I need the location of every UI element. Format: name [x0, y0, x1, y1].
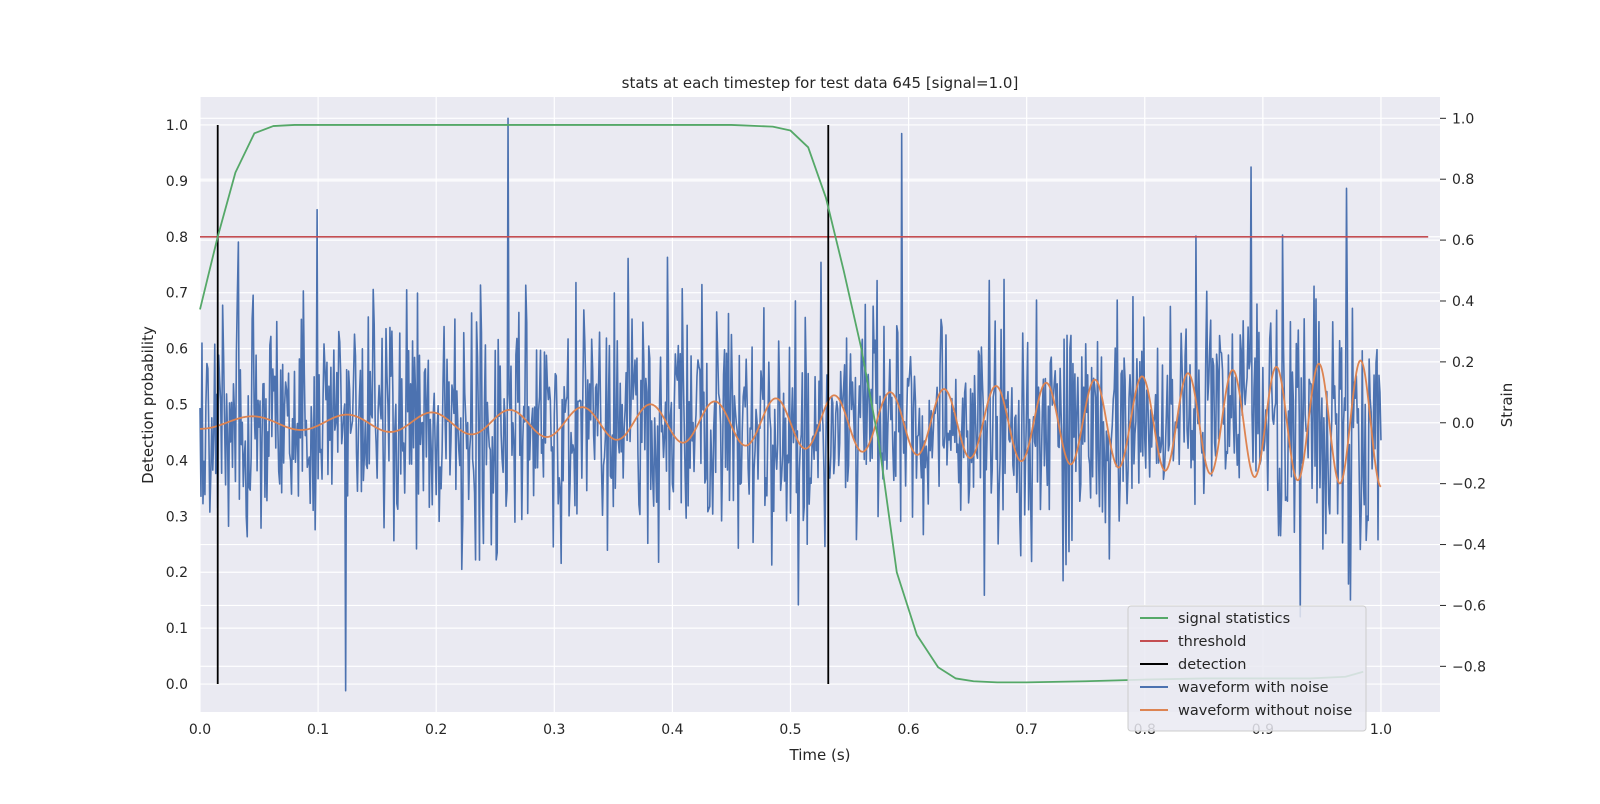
x-tick-label: 0.1	[307, 722, 329, 738]
series-waveform-without-noise	[199, 359, 1382, 488]
legend-label: threshold	[1178, 634, 1246, 650]
y-left-tick-label: 0.8	[166, 230, 188, 246]
y-right-tick-label: −0.2	[1452, 477, 1486, 493]
y-right-tick-label: −0.4	[1452, 538, 1486, 554]
y-left-tick-label: 0.0	[166, 677, 188, 693]
y-left-tick-label: 0.7	[166, 286, 188, 302]
y-axis-label-right: Strain	[1498, 383, 1516, 427]
legend-label: waveform with noise	[1178, 680, 1329, 696]
y-left-tick-label: 0.9	[166, 174, 188, 190]
y-left-tick-label: 0.4	[166, 453, 188, 469]
y-left-tick-label: 1.0	[166, 118, 188, 134]
x-tick-label: 0.0	[189, 722, 211, 738]
series-waveform-with-noise	[199, 117, 1382, 692]
legend-label: detection	[1178, 657, 1246, 673]
chart-title: stats at each timestep for test data 645…	[622, 74, 1019, 92]
x-tick-label: 0.2	[425, 722, 447, 738]
axes: 0.0 0.1 0.2 0.3 0.4 0.5 0.6 0.7 0.8 0.9 1.0 0.0 0.1 0…	[166, 111, 1486, 738]
legend-box	[1127, 605, 1367, 732]
y-right-tick-label: 0.2	[1452, 355, 1474, 371]
x-tick-label: 0.3	[543, 722, 565, 738]
y-left-tick-label: 0.3	[166, 509, 188, 525]
x-axis-label: Time (s)	[789, 746, 851, 764]
legend-label: signal statistics	[1178, 611, 1290, 627]
y-right-tick-label: 0.0	[1452, 416, 1474, 432]
x-tick-label: 0.6	[897, 722, 919, 738]
y-right-tick-label: −0.6	[1452, 598, 1486, 614]
x-tick-label: 0.5	[779, 722, 801, 738]
x-tick-label: 0.7	[1016, 722, 1038, 738]
y-left-tick-label: 0.2	[166, 565, 188, 581]
y-right-tick-label: 0.8	[1452, 172, 1474, 188]
y-right-tick-label: 0.6	[1452, 233, 1474, 249]
x-tick-label: 1.0	[1370, 722, 1392, 738]
y-left-tick-label: 0.1	[166, 621, 188, 637]
y-left-tick-label: 0.6	[166, 342, 188, 358]
y-right-tick-label: −0.8	[1452, 659, 1486, 675]
legend-label: waveform without noise	[1178, 703, 1352, 719]
y-right-tick-label: 0.4	[1452, 294, 1474, 310]
y-axis-label-left: Detection probability	[139, 326, 157, 484]
y-left-tick-label: 0.5	[166, 398, 188, 414]
legend: signal statistics threshold detection wavef…	[1127, 605, 1367, 732]
y-right-tick-label: 1.0	[1452, 111, 1474, 127]
x-tick-label: 0.4	[661, 722, 683, 738]
